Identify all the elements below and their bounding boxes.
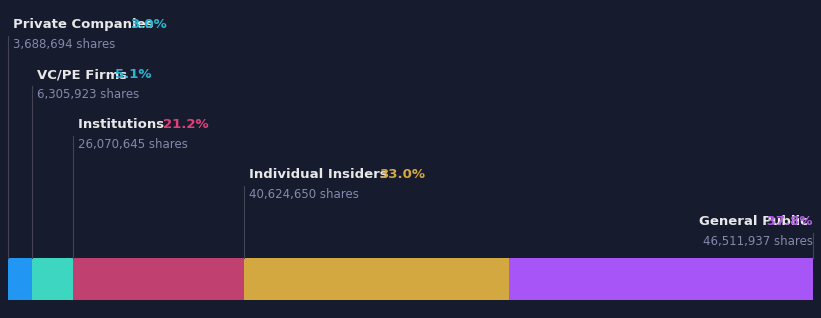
Text: 6,305,923 shares: 6,305,923 shares [37, 88, 140, 101]
Bar [73, 258, 244, 300]
Text: 33.0%: 33.0% [378, 168, 424, 181]
Bar [509, 258, 813, 300]
Text: Individual Insiders: Individual Insiders [249, 168, 392, 181]
Bar [32, 258, 73, 300]
Bar [244, 258, 509, 300]
Text: Private Companies: Private Companies [13, 18, 158, 31]
Text: 37.8%: 37.8% [763, 215, 813, 228]
Text: 3.0%: 3.0% [130, 18, 167, 31]
Bar [8, 258, 32, 300]
Text: 3,688,694 shares: 3,688,694 shares [13, 38, 116, 51]
Text: 26,070,645 shares: 26,070,645 shares [78, 138, 188, 151]
Text: Institutions: Institutions [78, 118, 169, 131]
Text: General Public: General Public [699, 215, 813, 228]
Text: 46,511,937 shares: 46,511,937 shares [703, 235, 813, 248]
Text: VC/PE Firms: VC/PE Firms [37, 68, 132, 81]
Text: 21.2%: 21.2% [163, 118, 209, 131]
Text: 5.1%: 5.1% [115, 68, 152, 81]
Text: 40,624,650 shares: 40,624,650 shares [249, 188, 359, 201]
